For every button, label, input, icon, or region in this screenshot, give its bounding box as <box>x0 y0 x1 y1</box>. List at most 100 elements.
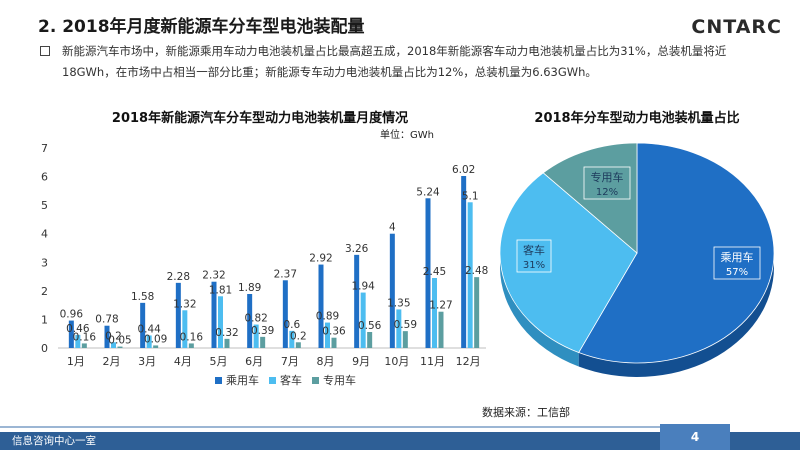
x-tick-label: 1月 <box>67 355 85 368</box>
x-tick-label: 10月 <box>384 355 409 368</box>
pie-label-value: 57% <box>726 267 748 278</box>
bar-value-label: 1.89 <box>238 282 261 294</box>
bar-客车 <box>253 324 259 348</box>
bar-乘用车 <box>389 233 395 348</box>
bar-乘用车 <box>68 320 74 348</box>
bar-客车 <box>111 342 116 348</box>
pie-slice-side <box>500 253 579 367</box>
legend-label: 客车 <box>280 373 302 387</box>
bar-客车 <box>289 330 295 348</box>
bar-乘用车 <box>175 282 181 348</box>
page-number: 4 <box>690 430 700 444</box>
pie-label-value: 12% <box>596 187 618 198</box>
bar-专用车 <box>402 331 408 348</box>
y-tick-label: 6 <box>41 171 48 184</box>
legend-swatch <box>215 377 222 384</box>
footer-band <box>0 432 800 450</box>
bar-专用车 <box>188 343 194 348</box>
bar-value-label: 0.89 <box>316 311 339 323</box>
bar-value-label: 2.28 <box>167 271 190 283</box>
bar-chart-title: 2018年新能源汽车分车型动力电池装机量月度情况 <box>111 111 409 126</box>
y-tick-label: 1 <box>41 313 48 326</box>
pie-label-box <box>713 246 761 280</box>
bar-value-label: 0.39 <box>251 325 274 337</box>
bar-value-label: 1.35 <box>387 297 410 309</box>
bar-value-label: 2.48 <box>465 265 488 277</box>
bar-value-label: 0.2 <box>105 330 122 342</box>
bar-value-label: 2.45 <box>423 266 446 278</box>
x-tick-label: 11月 <box>420 355 445 368</box>
x-tick-label: 9月 <box>352 355 370 368</box>
bar-乘用车 <box>318 264 324 348</box>
bar-value-label: 0.05 <box>108 335 131 347</box>
bar-客车 <box>360 292 366 348</box>
y-tick-label: 3 <box>41 256 48 269</box>
bar-乘用车 <box>282 280 288 348</box>
bar-value-label: 1.58 <box>131 291 154 303</box>
bar-value-label: 0.59 <box>394 319 417 331</box>
bar-value-label: 0.96 <box>60 309 84 321</box>
bar-客车 <box>432 278 437 348</box>
legend-label: 乘用车 <box>226 373 259 387</box>
bar-value-label: 2.37 <box>274 268 297 280</box>
bar-乘用车 <box>354 254 360 348</box>
bar-value-label: 0.82 <box>244 313 267 325</box>
bar-value-label: 5.1 <box>462 190 479 202</box>
footer-label: 信息咨询中心一室 <box>12 435 96 447</box>
pie-chart-title: 2018年分车型动力电池装机量占比 <box>534 111 740 126</box>
x-tick-label: 3月 <box>138 355 156 368</box>
x-tick-label: 5月 <box>210 355 228 368</box>
bar-乘用车 <box>104 325 110 348</box>
pie-label-name: 乘用车 <box>721 250 754 264</box>
footer-rule <box>0 426 660 428</box>
y-tick-label: 7 <box>41 142 48 155</box>
bar-value-label: 0.36 <box>322 326 346 338</box>
x-tick-label: 4月 <box>174 355 192 368</box>
bar-value-label: 2.32 <box>202 270 225 282</box>
bar-专用车 <box>117 346 123 348</box>
x-tick-label: 8月 <box>317 355 335 368</box>
bar-value-label: 2.92 <box>309 253 332 265</box>
y-tick-label: 2 <box>41 285 48 298</box>
bar-value-label: 0.2 <box>290 330 307 342</box>
brand-logo: CNTARC <box>691 16 782 38</box>
bar-value-label: 0.56 <box>358 320 382 332</box>
pie-label-box <box>516 239 552 273</box>
data-source: 数据来源：工信部 <box>482 406 570 419</box>
y-tick-label: 5 <box>41 199 48 212</box>
bar-value-label: 0.16 <box>180 331 204 343</box>
page-title: 2. 2018年月度新能源车分车型电池装配量 <box>38 17 365 37</box>
y-tick-label: 4 <box>41 228 48 241</box>
bar-客车 <box>182 310 188 348</box>
legend-swatch <box>312 377 319 384</box>
bar-客车 <box>396 309 402 348</box>
legend-label: 专用车 <box>323 373 356 387</box>
bar-value-label: 0.32 <box>215 327 238 339</box>
bar-value-label: 1.27 <box>429 300 452 312</box>
bar-乘用车 <box>140 302 146 348</box>
bar-专用车 <box>224 338 230 348</box>
bar-value-label: 1.81 <box>209 284 232 296</box>
bar-专用车 <box>474 277 480 348</box>
bar-value-label: 6.02 <box>452 164 475 176</box>
y-tick-label: 0 <box>41 342 48 355</box>
bar-乘用车 <box>211 281 217 348</box>
bar-value-label: 0.46 <box>66 323 90 335</box>
bar-专用车 <box>260 336 266 348</box>
bar-value-label: 1.32 <box>173 298 196 310</box>
bar-value-label: 0.78 <box>95 314 118 326</box>
x-tick-label: 2月 <box>103 355 121 368</box>
bar-专用车 <box>295 342 301 348</box>
bar-专用车 <box>331 337 337 348</box>
pie-label-name: 专用车 <box>591 170 624 184</box>
bar-value-label: 5.24 <box>416 186 440 198</box>
bar-乘用车 <box>247 294 253 348</box>
x-tick-label: 7月 <box>281 355 299 368</box>
bar-客车 <box>75 334 81 348</box>
bar-乘用车 <box>425 198 431 348</box>
x-tick-label: 12月 <box>456 355 481 368</box>
pie-slice-专用车 <box>542 142 638 254</box>
summary-bullet: 新能源汽车市场中，新能源乘用车动力电池装机量占比最高超五成，2018年新能源客车… <box>40 41 745 83</box>
